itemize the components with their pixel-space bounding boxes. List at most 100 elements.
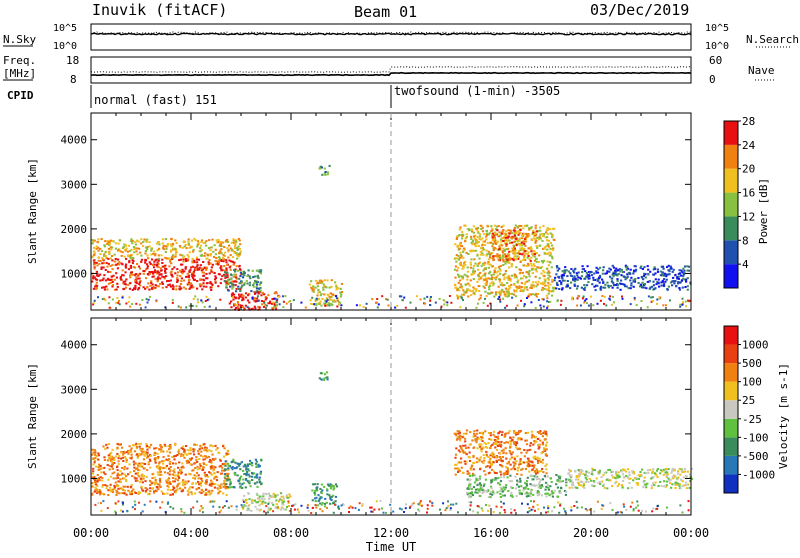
- data-cell: [220, 241, 222, 243]
- data-cell: [492, 452, 494, 454]
- data-cell: [175, 256, 177, 258]
- data-cell: [100, 471, 102, 473]
- data-cell: [535, 276, 537, 278]
- data-cell: [467, 271, 469, 273]
- data-cell: [469, 452, 471, 454]
- data-cell: [519, 253, 521, 255]
- data-cell: [678, 278, 680, 280]
- data-cell: [225, 259, 227, 261]
- data-cell: [569, 480, 571, 482]
- data-cell: [526, 286, 528, 288]
- data-cell: [497, 298, 499, 300]
- data-cell: [645, 472, 647, 474]
- data-cell: [459, 439, 461, 441]
- data-cell: [256, 481, 258, 483]
- data-cell: [96, 481, 98, 483]
- data-cell: [642, 486, 644, 488]
- data-cell: [478, 263, 480, 265]
- data-cell: [313, 291, 315, 293]
- data-cell: [524, 455, 526, 457]
- data-cell: [108, 248, 110, 250]
- data-cell: [492, 233, 494, 235]
- data-cell: [322, 289, 324, 291]
- data-cell: [112, 284, 114, 286]
- data-cell: [224, 275, 226, 277]
- data-cell: [254, 308, 256, 310]
- data-cell: [115, 482, 117, 484]
- data-cell: [118, 261, 120, 263]
- data-cell: [172, 288, 174, 290]
- data-cell: [515, 460, 517, 462]
- data-cell: [216, 239, 218, 241]
- data-cell: [547, 475, 549, 477]
- data-cell: [491, 278, 493, 280]
- data-cell: [543, 260, 545, 262]
- data-cell: [164, 471, 166, 473]
- data-cell: [542, 435, 544, 437]
- data-cell: [457, 462, 459, 464]
- data-cell: [239, 243, 241, 245]
- data-cell: [205, 286, 207, 288]
- data-cell: [215, 260, 217, 262]
- data-cell: [569, 487, 571, 489]
- data-cell: [663, 469, 665, 471]
- data-cell: [446, 304, 448, 306]
- data-cell: [117, 302, 119, 304]
- data-cell: [460, 447, 462, 449]
- data-cell: [523, 257, 525, 259]
- data-cell: [156, 486, 158, 488]
- scatter-region-6: [466, 474, 567, 498]
- data-cell: [310, 303, 312, 305]
- data-cell: [246, 473, 248, 475]
- data-cell: [138, 491, 140, 493]
- data-cell: [319, 280, 321, 282]
- data-cell: [640, 284, 642, 286]
- data-cell: [255, 463, 257, 465]
- data-cell: [534, 265, 536, 267]
- data-cell: [229, 303, 231, 305]
- data-cell: [503, 442, 505, 444]
- data-cell: [262, 495, 264, 497]
- data-cell: [150, 271, 152, 273]
- data-cell: [257, 300, 259, 302]
- data-cell: [581, 470, 583, 472]
- data-cell: [470, 258, 472, 260]
- data-cell: [225, 284, 227, 286]
- data-cell: [580, 481, 582, 483]
- data-cell: [279, 303, 281, 305]
- data-cell: [530, 490, 532, 492]
- data-cell: [205, 258, 207, 260]
- data-cell: [256, 270, 258, 272]
- data-cell: [264, 502, 266, 504]
- data-cell: [528, 295, 530, 297]
- data-cell: [547, 282, 549, 284]
- data-cell: [480, 247, 482, 249]
- data-cell: [190, 285, 192, 287]
- data-cell: [462, 299, 464, 301]
- data-cell: [566, 275, 568, 277]
- data-cell: [672, 476, 674, 478]
- data-cell: [208, 259, 210, 261]
- data-cell: [666, 279, 668, 281]
- data-cell: [331, 496, 333, 498]
- data-cell: [203, 279, 205, 281]
- data-cell: [183, 287, 185, 289]
- data-cell: [110, 257, 112, 259]
- data-cell: [521, 438, 523, 440]
- data-cell: [120, 458, 122, 460]
- data-cell: [514, 241, 516, 243]
- data-cell: [519, 490, 521, 492]
- data-cell: [228, 465, 230, 467]
- data-cell: [338, 304, 340, 306]
- data-cell: [554, 490, 556, 492]
- data-cell: [223, 463, 225, 465]
- data-cell: [178, 461, 180, 463]
- data-cell: [518, 225, 520, 227]
- data-cell: [630, 269, 632, 271]
- data-cell: [651, 485, 653, 487]
- data-cell: [177, 467, 179, 469]
- data-cell: [196, 461, 198, 463]
- data-cell: [651, 487, 653, 489]
- data-cell: [475, 290, 477, 292]
- data-cell: [649, 288, 651, 290]
